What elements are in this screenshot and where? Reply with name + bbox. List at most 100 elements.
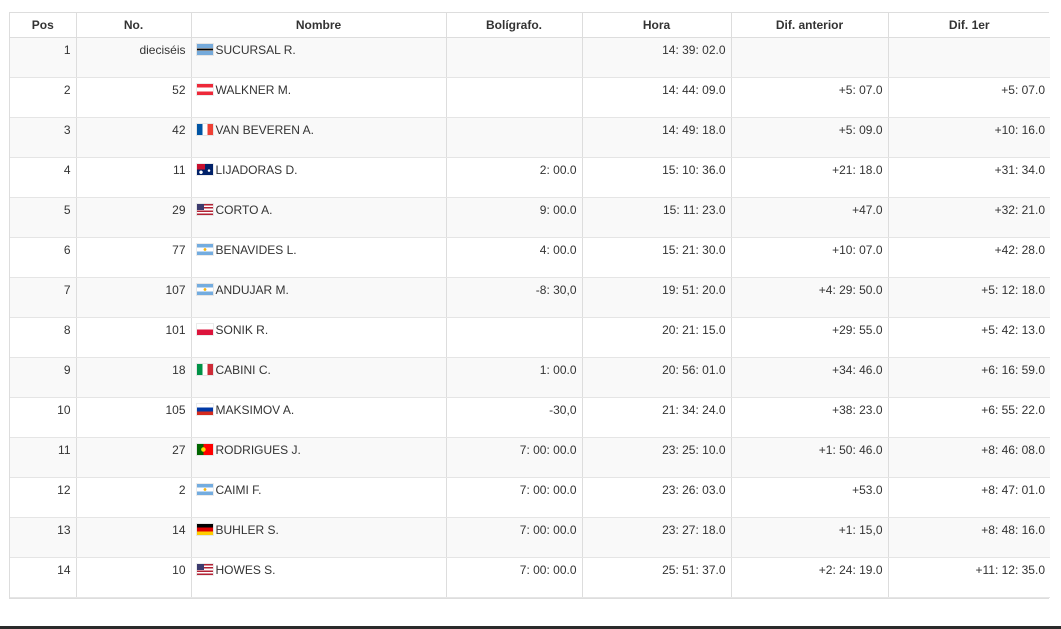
cell-name: CAIMI F. [191,477,447,518]
header-pen[interactable]: Bolígrafo. [446,13,583,38]
cell-time: 14: 44: 09.0 [582,77,732,118]
cell-number: 52 [76,77,192,118]
cell-diff-prev: +10: 07.0 [731,237,889,278]
cell-name: WALKNER M. [191,77,447,118]
cell-diff-prev: +47.0 [731,197,889,238]
cell-diff-prev: +29: 55.0 [731,317,889,358]
cell-pos: 9 [10,357,77,398]
rider-name[interactable]: CORTO A. [215,203,273,217]
rider-name[interactable]: ANDUJAR M. [215,283,289,297]
header-pos[interactable]: Pos [10,13,77,38]
cell-time: 15: 21: 30.0 [582,237,732,278]
cell-diff-first: +42: 28.0 [888,237,1050,278]
cell-diff-first: +10: 16.0 [888,117,1050,158]
header-diff-first[interactable]: Dif. 1er [888,13,1050,38]
cell-time: 14: 39: 02.0 [582,37,732,78]
flag-icon [196,324,213,335]
flag-icon [196,84,213,95]
cell-pos: 12 [10,477,77,518]
cell-number: 101 [76,317,192,358]
cell-diff-prev: +2: 24: 19.0 [731,557,889,598]
cell-number: 27 [76,437,192,478]
rider-name[interactable]: HOWES S. [215,563,276,577]
header-diff-prev[interactable]: Dif. anterior [731,13,889,38]
header-time[interactable]: Hora [582,13,732,38]
cell-name: BENAVIDES L. [191,237,447,278]
flag-icon [196,204,213,215]
table-row: 8 101 SONIK R. 20: 21: 15.0 +29: 55.0 +5: 42:… [10,317,1050,358]
cell-time: 15: 11: 23.0 [582,197,732,238]
cell-name: LIJADORAS D. [191,157,447,198]
rider-name[interactable]: CAIMI F. [215,483,262,497]
cell-penalty: 1: 00.0 [446,357,583,398]
table-row: 3 42 VAN BEVEREN A. 14: 49: 18.0 +5: 09.0 +10… [10,117,1050,158]
cell-penalty: 7: 00: 00.0 [446,517,583,558]
cell-number: 18 [76,357,192,398]
cell-diff-first: +5: 12: 18.0 [888,277,1050,318]
rider-name[interactable]: MAKSIMOV A. [215,403,295,417]
rider-name[interactable]: RODRIGUES J. [215,443,301,457]
cell-name: SUCURSAL R. [191,37,447,78]
flag-icon [196,364,213,375]
cell-time: 19: 51: 20.0 [582,277,732,318]
rider-name[interactable]: SUCURSAL R. [215,43,296,57]
header-no[interactable]: No. [76,13,192,38]
cell-diff-first: +6: 16: 59.0 [888,357,1050,398]
rider-name[interactable]: BENAVIDES L. [215,243,297,257]
cell-penalty: 7: 00: 00.0 [446,557,583,598]
cell-diff-prev: +34: 46.0 [731,357,889,398]
cell-pos: 14 [10,557,77,598]
cell-penalty: -8: 30,0 [446,277,583,318]
flag-icon [196,404,213,415]
cell-diff-first: +5: 07.0 [888,77,1050,118]
flag-icon [196,124,213,135]
table-row: 14 10 HOWES S. 7: 00: 00.0 25: 51: 37.0 +2: 2… [10,557,1050,598]
table-row: 5 29 CORTO A. 9: 00.0 15: 11: 23.0 +47.0 +32: … [10,197,1050,238]
table-row: 10 105 MAKSIMOV A. -30,0 21: 34: 24.0 +38: 23… [10,397,1050,438]
rider-name[interactable]: LIJADORAS D. [215,163,298,177]
cell-diff-prev: +21: 18.0 [731,157,889,198]
cell-time: 14: 49: 18.0 [582,117,732,158]
cell-diff-prev [731,37,889,78]
cell-diff-prev: +5: 09.0 [731,117,889,158]
table-row: 13 14 BUHLER S. 7: 00: 00.0 23: 27: 18.0 +1: … [10,517,1050,558]
header-name[interactable]: Nombre [191,13,447,38]
cell-diff-first: +5: 42: 13.0 [888,317,1050,358]
cell-number: 29 [76,197,192,238]
rider-name[interactable]: BUHLER S. [215,523,279,537]
cell-pos: 3 [10,117,77,158]
cell-number: 77 [76,237,192,278]
cell-pos: 13 [10,517,77,558]
cell-diff-first: +31: 34.0 [888,157,1050,198]
flag-icon [196,44,213,55]
cell-number: 14 [76,517,192,558]
rider-name[interactable]: VAN BEVEREN A. [215,123,314,137]
cell-penalty: 9: 00.0 [446,197,583,238]
flag-icon [196,444,213,455]
rider-name[interactable]: WALKNER M. [215,83,292,97]
table-row: 1 dieciséis SUCURSAL R. 14: 39: 02.0 [10,37,1050,78]
flag-icon [196,484,213,495]
cell-time: 23: 26: 03.0 [582,477,732,518]
cell-diff-prev: +1: 15,0 [731,517,889,558]
cell-diff-first [888,37,1050,78]
cell-pos: 2 [10,77,77,118]
cell-diff-prev: +53.0 [731,477,889,518]
table-row: 11 27 RODRIGUES J. 7: 00: 00.0 23: 25: 10.0 +… [10,437,1050,478]
cell-pos: 10 [10,397,77,438]
cell-diff-prev: +4: 29: 50.0 [731,277,889,318]
rider-name[interactable]: SONIK R. [215,323,269,337]
cell-diff-first: +8: 48: 16.0 [888,517,1050,558]
table-row: 6 77 BENAVIDES L. 4: 00.0 15: 21: 30.0 +10: 0… [10,237,1050,278]
cell-diff-prev: +1: 50: 46.0 [731,437,889,478]
cell-diff-first: +32: 21.0 [888,197,1050,238]
cell-pos: 8 [10,317,77,358]
cell-pos: 1 [10,37,77,78]
cell-penalty [446,117,583,158]
table-row: 4 11 LIJADORAS D. 2: 00.0 15: 10: 36.0 +21: 1… [10,157,1050,198]
cell-number: 11 [76,157,192,198]
rider-name[interactable]: CABINI C. [215,363,271,377]
flag-icon [196,284,213,295]
cell-number: 10 [76,557,192,598]
cell-name: CORTO A. [191,197,447,238]
